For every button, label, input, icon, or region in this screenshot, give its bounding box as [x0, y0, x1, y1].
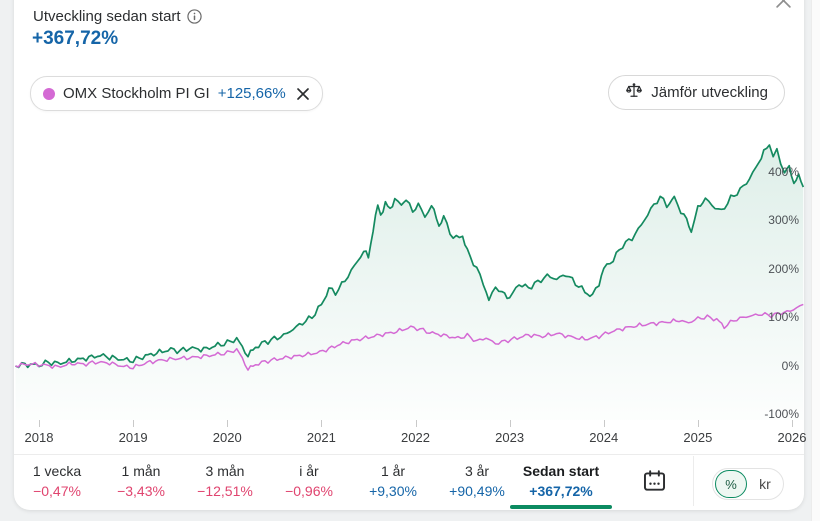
comparison-index-value: +125,66%	[217, 85, 286, 102]
period-tab-3-man[interactable]: 3 mån −12,51%	[183, 456, 267, 510]
custom-date-range-button[interactable]	[638, 466, 670, 498]
period-value: −12,51%	[197, 483, 253, 499]
comparison-chip[interactable]: OMX Stockholm PI GI +125,66%	[30, 76, 323, 111]
x-axis-label: 2021	[306, 430, 336, 445]
x-axis-label: 2023	[495, 430, 525, 445]
period-label: 1 mån	[121, 463, 161, 479]
x-axis-label: 2019	[118, 430, 148, 445]
series-color-dot	[43, 87, 55, 100]
unit-toggle-percent[interactable]: %	[715, 470, 747, 498]
calendar-icon	[641, 470, 668, 497]
period-tab-1-man[interactable]: 1 mån −3,43%	[99, 456, 183, 510]
series-line-primary	[15, 144, 805, 369]
x-axis-label: 2022	[401, 430, 430, 445]
period-label: i år	[299, 463, 319, 479]
remove-comparison-icon[interactable]	[296, 87, 310, 101]
period-value: +367,72%	[529, 483, 593, 499]
balance-scale-icon	[625, 82, 643, 104]
unit-toggle: % kr	[712, 468, 784, 500]
divider	[14, 454, 804, 455]
compare-performance-button[interactable]: Jämför utveckling	[608, 75, 785, 110]
x-axis-label: 2026	[777, 430, 807, 445]
comparison-index-name: OMX Stockholm PI GI	[63, 85, 210, 102]
info-icon[interactable]	[186, 9, 202, 24]
period-value: +90,49%	[449, 483, 505, 499]
x-axis-label: 2018	[24, 430, 54, 445]
close-icon[interactable]	[775, 0, 792, 9]
x-axis-label: 2025	[683, 430, 713, 445]
period-tab-1-ar[interactable]: 1 år +9,30%	[351, 456, 435, 510]
period-tab-sedan-start[interactable]: Sedan start +367,72%	[510, 456, 612, 510]
divider	[693, 456, 694, 506]
total-return-value: +367,72%	[32, 28, 119, 49]
period-value: +9,30%	[369, 483, 417, 499]
series-line-omx-stockholm-pi-gi	[15, 303, 804, 371]
period-tab-i-ar[interactable]: i år −0,96%	[267, 456, 351, 510]
x-axis-label: 2024	[589, 430, 619, 445]
performance-chart[interactable]	[14, 120, 805, 428]
series-area-fill	[15, 145, 804, 420]
period-label: 3 år	[464, 463, 490, 479]
period-label: 1 år	[380, 463, 406, 479]
period-tab-bar: 1 vecka −0,47% 1 mån −3,43% 3 mån −12,51…	[15, 456, 612, 510]
period-value: −3,43%	[117, 483, 165, 499]
unit-toggle-kr[interactable]: kr	[759, 476, 771, 492]
panel-title: Utveckling sedan start	[33, 8, 181, 25]
compare-button-label: Jämför utveckling	[651, 84, 768, 101]
chart-canvas[interactable]	[14, 120, 805, 428]
x-axis-label: 2020	[212, 430, 242, 445]
panel-header: Utveckling sedan start	[33, 8, 202, 25]
period-tab-1-vecka[interactable]: 1 vecka −0,47%	[15, 456, 99, 510]
period-tab-3-ar[interactable]: 3 år +90,49%	[435, 456, 519, 510]
period-label: 3 mån	[205, 463, 245, 479]
period-value: −0,47%	[33, 483, 81, 499]
page-scrollbar[interactable]	[811, 0, 820, 521]
period-value: −0,96%	[285, 483, 333, 499]
period-label: 1 vecka	[32, 463, 82, 479]
performance-panel: Utveckling sedan start +367,72% OMX Stoc…	[14, 0, 806, 510]
period-label: Sedan start	[522, 463, 600, 479]
